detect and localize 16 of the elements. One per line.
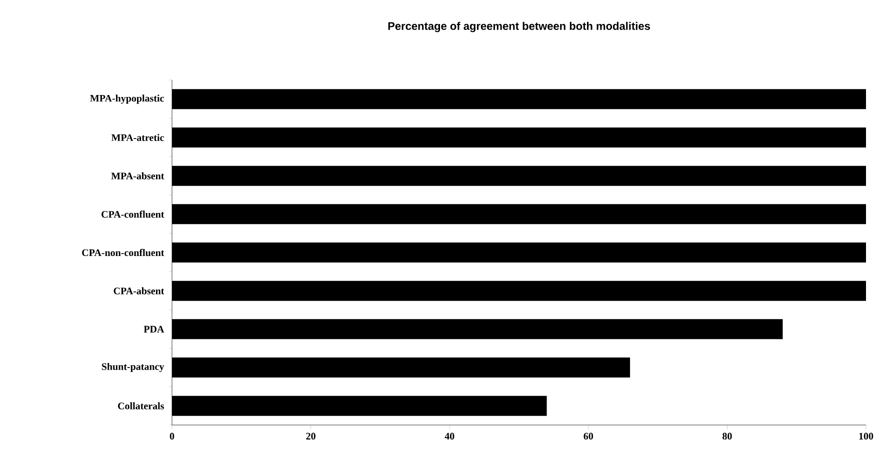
y-tick-label: Shunt-patancy [102, 362, 164, 372]
y-tick-label: CPA-absent [114, 287, 164, 294]
x-tick-label: 40 [444, 432, 454, 440]
y-tick-label: MPA-hypoplastic [90, 94, 164, 104]
y-tick-label: MPA-absent [111, 172, 164, 180]
x-tick-label: 60 [584, 432, 594, 440]
chart-title: Percentage of agreement between both modalities [388, 22, 650, 32]
x-tick-label: 20 [306, 432, 316, 440]
y-tick-label: CPA-non-confluent [82, 248, 164, 256]
y-tick-label: PDA [144, 326, 164, 332]
x-tick-label: 0 [170, 432, 174, 440]
y-tick-label: CPA-confluent [102, 210, 164, 218]
y-tick-label: Collaterals [118, 402, 164, 410]
x-tick-label: 80 [722, 432, 732, 440]
y-tick-label: MPA-atretic [111, 134, 164, 142]
x-tick-label: 100 [859, 432, 874, 440]
